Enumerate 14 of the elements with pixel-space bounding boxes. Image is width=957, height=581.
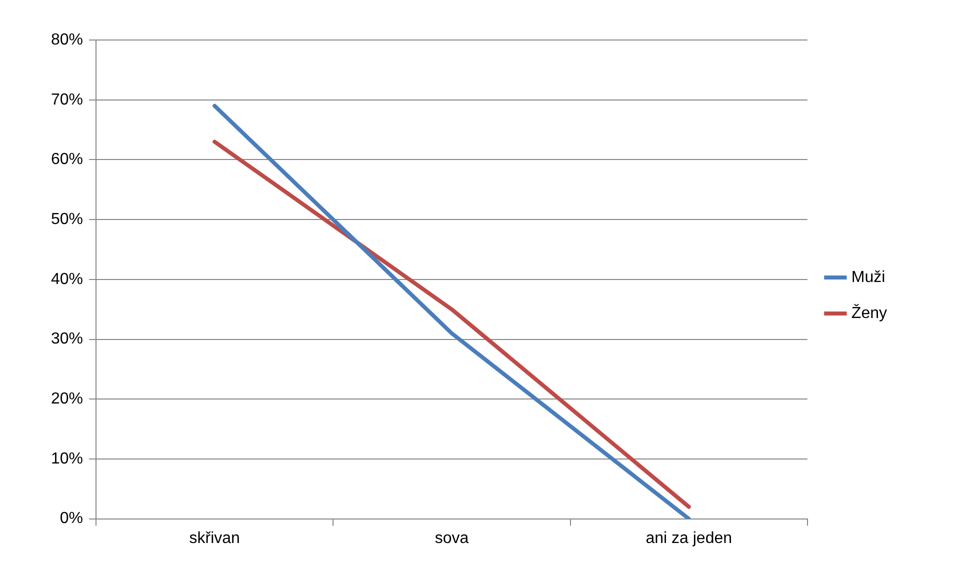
y-tick-label: 60%: [50, 151, 84, 168]
x-tick-label: skřivan: [189, 530, 240, 547]
y-tick-label: 50%: [50, 210, 84, 228]
legend-label: Muži: [851, 268, 886, 286]
y-tick-label: 10%: [50, 450, 84, 468]
y-tick-label: 30%: [50, 330, 84, 348]
y-tick-label: 0%: [60, 510, 84, 528]
y-tick-label: 40%: [50, 270, 84, 288]
y-tick-label: 20%: [50, 390, 84, 408]
x-tick-label: sova: [434, 530, 469, 547]
legend-label: Ženy: [851, 304, 888, 322]
x-tick-label: ani za jeden: [646, 530, 732, 547]
y-tick-label: 70%: [50, 91, 84, 108]
y-tick-label: 80%: [50, 31, 84, 48]
